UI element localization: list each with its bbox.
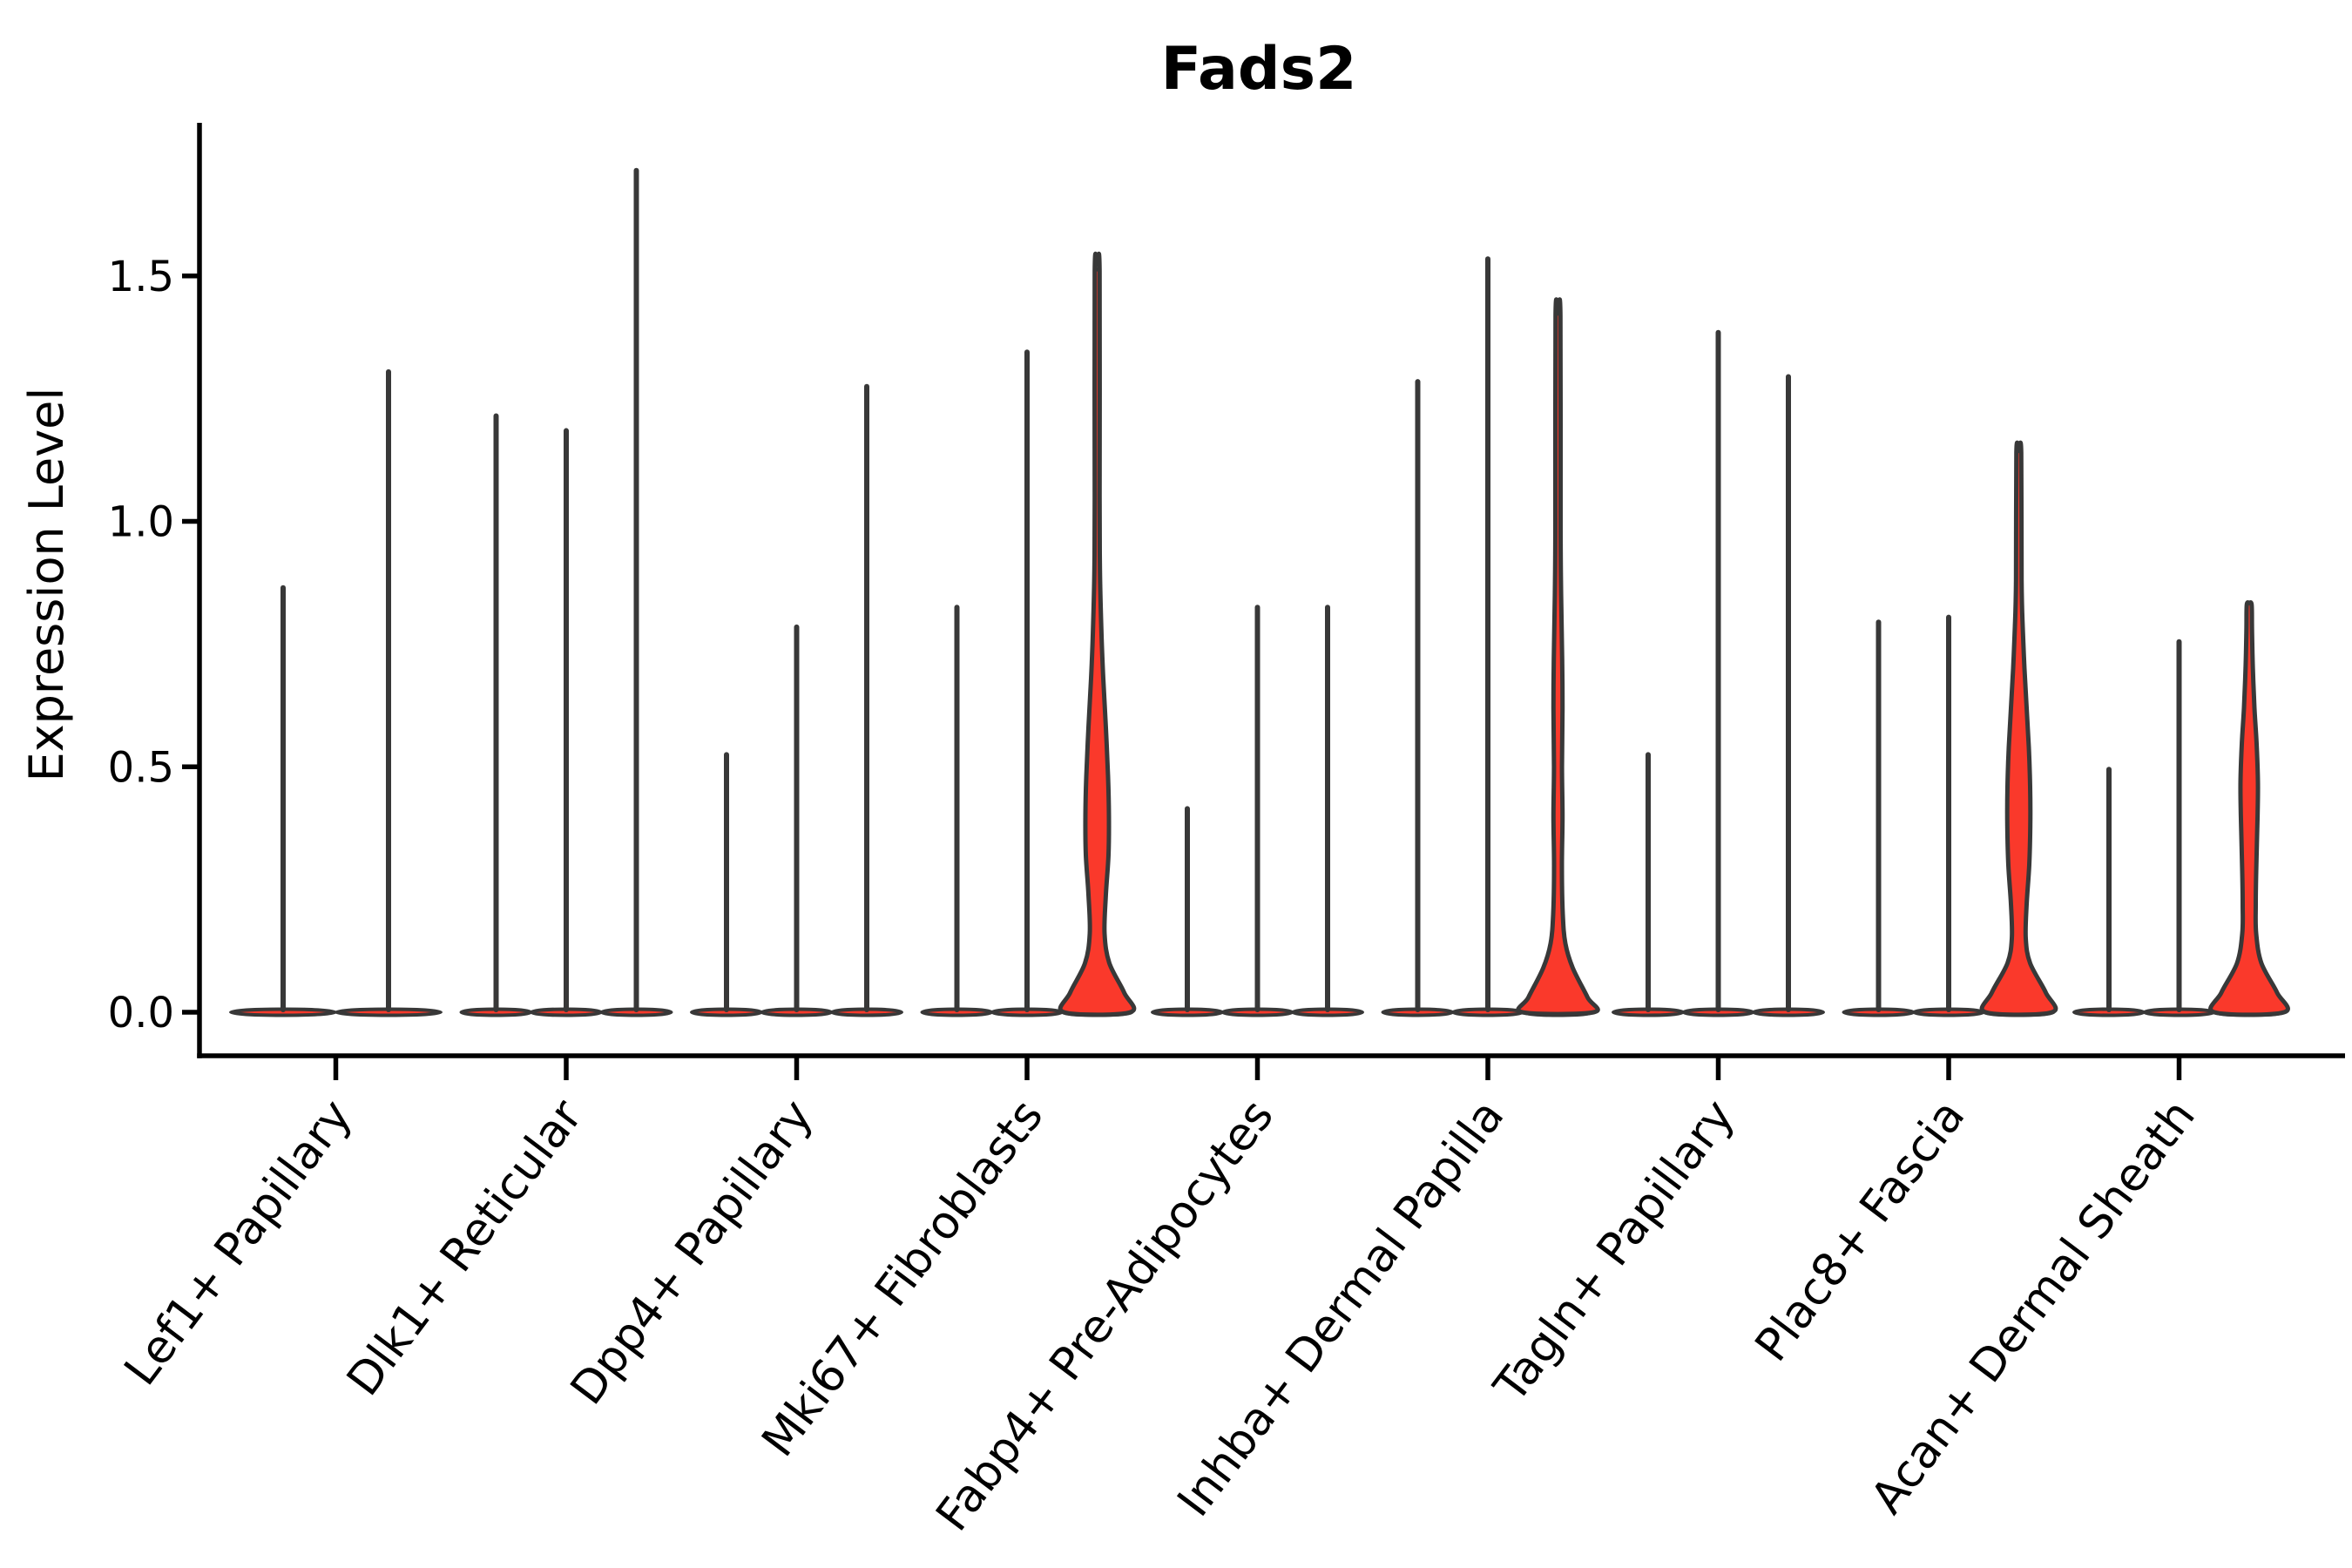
y-tick-label: 1.5 [108, 253, 174, 301]
x-tick-label: Plac8+ Fascia [1746, 1091, 1976, 1371]
y-tick-label: 0.0 [108, 989, 174, 1037]
violin-body-highlight [2208, 600, 2290, 1017]
violin-body-highlight [1058, 252, 1137, 1017]
y-axis-ticks: 0.0 0.5 1.0 1.5 [108, 253, 198, 1037]
y-axis-label: Expression Level [19, 388, 74, 782]
x-tick-label: Tagln+ Papillary [1484, 1091, 1745, 1413]
violins-layer [229, 167, 2290, 1017]
x-tick-label: Lef1+ Papillary [115, 1091, 362, 1396]
axes [197, 123, 2345, 1058]
x-tick-label: Dlk1+ Reticular [337, 1090, 593, 1405]
y-tick-label: 0.5 [108, 743, 174, 792]
y-tick-label: 1.0 [108, 498, 174, 547]
violin-body-highlight [1979, 440, 2058, 1017]
x-tick-label: Dpp4+ Papillary [561, 1091, 823, 1415]
violin-body-highlight [1516, 297, 1600, 1017]
chart-title: Fads2 [1161, 35, 1357, 104]
